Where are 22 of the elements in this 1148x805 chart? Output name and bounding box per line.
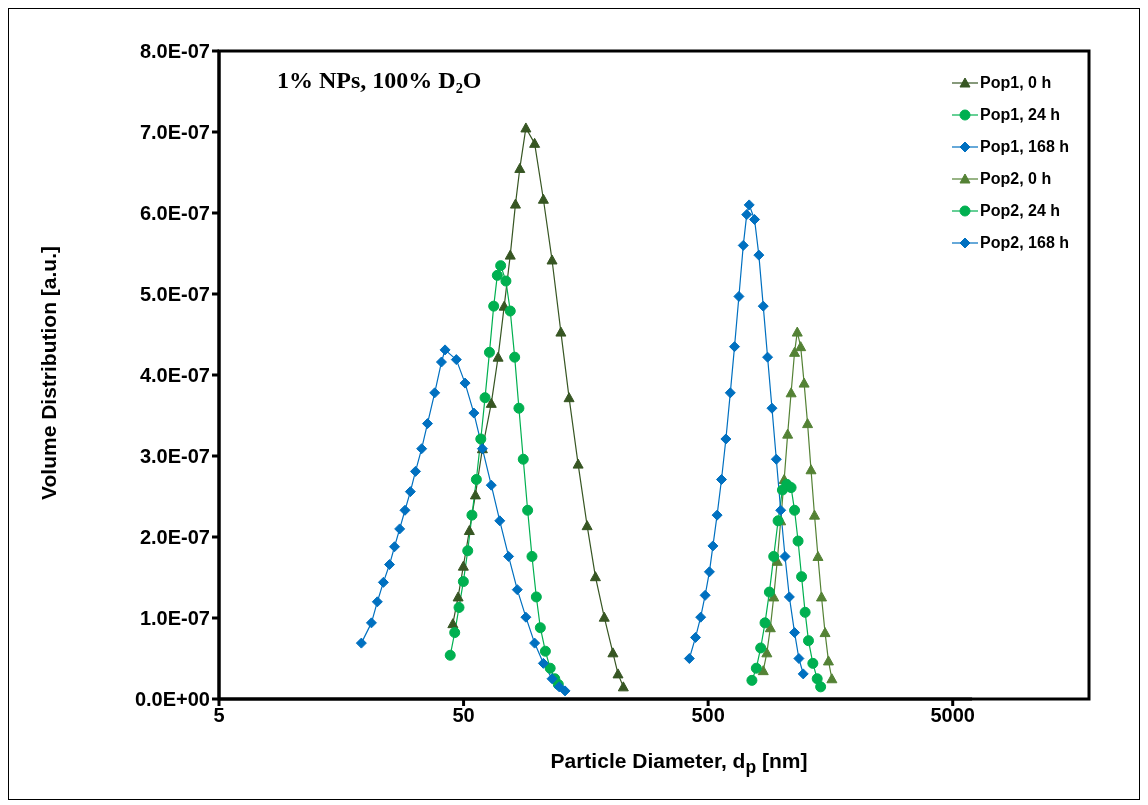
y-tick-label: 2.0E-07 [139,526,210,549]
y-tick-label: 0.0E+00 [134,688,210,711]
y-axis-title: Volume Distribution [a.u.] [37,245,61,502]
legend-label: Pop1, 168 h [980,137,1069,157]
legend-label: Pop1, 24 h [980,105,1061,125]
y-tick-label: 5.0E-07 [139,283,210,306]
y-tick-label: 3.0E-07 [139,445,210,468]
y-tick-label: 1.0E-07 [139,607,210,630]
text: 1% NPs, 100% D₂O [277,67,482,94]
legend-label: Pop2, 168 h [980,233,1069,253]
x-tick-label: 50 [452,704,475,727]
x-tick-label: 500 [691,704,725,727]
y-tick-label: 8.0E-07 [139,40,210,63]
y-tick-label: 7.0E-07 [139,121,210,144]
legend-label: Pop2, 24 h [980,201,1061,221]
y-tick-label: 4.0E-07 [139,364,210,387]
legend-label: Pop2, 0 h [980,169,1052,189]
x-tick-label: 5 [213,704,225,727]
x-tick-label: 5000 [930,704,975,727]
y-tick-label: 6.0E-07 [139,202,210,225]
legend-label: Pop1, 0 h [980,73,1052,93]
x-axis-title: Particle Diameter, d$_{p}$ [nm] [549,749,809,779]
